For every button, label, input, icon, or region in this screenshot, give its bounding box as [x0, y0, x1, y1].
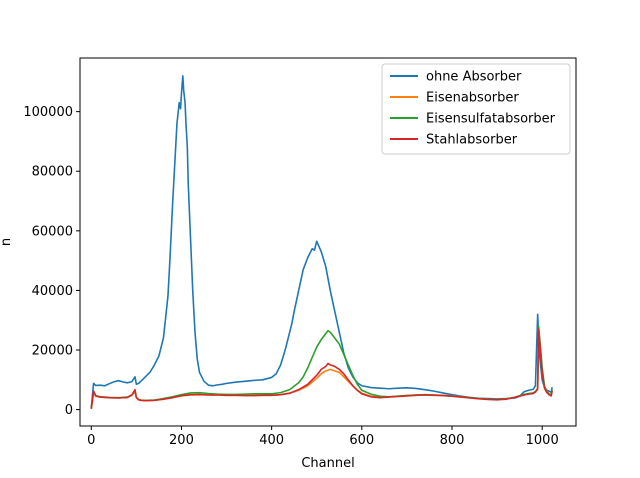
x-tick-label: 800: [440, 433, 465, 448]
series-layer: [90, 75, 553, 409]
x-tick-label: 600: [349, 433, 374, 448]
x-tick-label: 200: [169, 433, 194, 448]
legend-label: Eisenabsorber: [426, 91, 519, 106]
series-line-4: [90, 328, 553, 409]
y-axis-label: n: [0, 238, 14, 246]
legend-label: ohne Absorber: [426, 70, 522, 85]
y-tick-label: 100000: [23, 105, 73, 120]
legend: ohne Absorber Eisenabsorber Eisensulfatabs…: [381, 63, 571, 155]
legend-frame: [381, 63, 571, 155]
y-tick-label: 40000: [32, 284, 73, 299]
y-tick-label: 60000: [32, 224, 73, 239]
series-line-3: [90, 325, 553, 409]
x-axis: 0 200 400 600 800 1000: [87, 426, 559, 448]
y-tick-label: 0: [65, 403, 73, 418]
y-axis: 0 20000 40000 60000 80000 100000: [23, 105, 80, 418]
x-tick-label: 400: [259, 433, 284, 448]
y-tick-label: 80000: [32, 165, 73, 180]
legend-label: Eisensulfatabsorber: [426, 112, 556, 127]
legend-label: Stahlabsorber: [426, 133, 518, 148]
plot-area-frame: [79, 57, 577, 427]
x-axis-label: Channel: [301, 456, 354, 471]
y-tick-label: 20000: [32, 344, 73, 359]
x-tick-label: 1000: [526, 433, 559, 448]
x-tick-label: 0: [87, 433, 95, 448]
